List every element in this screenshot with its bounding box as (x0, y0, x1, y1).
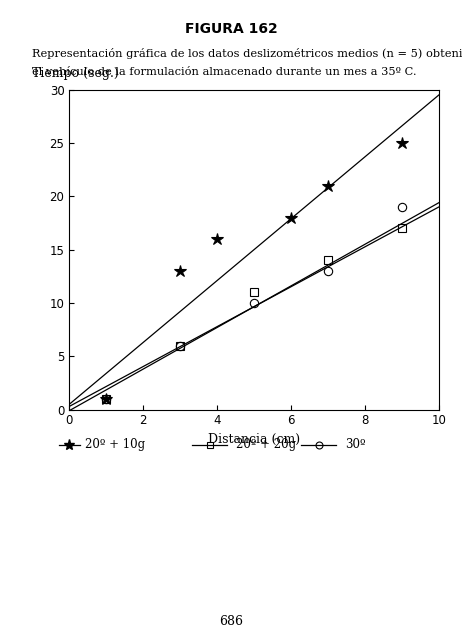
Text: 686: 686 (219, 616, 243, 628)
Text: Tiempo (seg.): Tiempo (seg.) (32, 67, 119, 80)
Text: 20º + 20g: 20º + 20g (236, 438, 297, 451)
Text: 20º + 10g: 20º + 10g (85, 438, 146, 451)
Text: Representación gráfica de los datos deslizométricos medios (n = 5) obtenidos en: Representación gráfica de los datos desl… (32, 48, 462, 59)
Text: 30º: 30º (345, 438, 365, 451)
Text: FIGURA 162: FIGURA 162 (185, 22, 277, 36)
X-axis label: Distancia (cm): Distancia (cm) (208, 433, 300, 446)
Text: el vehículo de la formulación almacenado durante un mes a 35º C.: el vehículo de la formulación almacenado… (32, 67, 417, 77)
